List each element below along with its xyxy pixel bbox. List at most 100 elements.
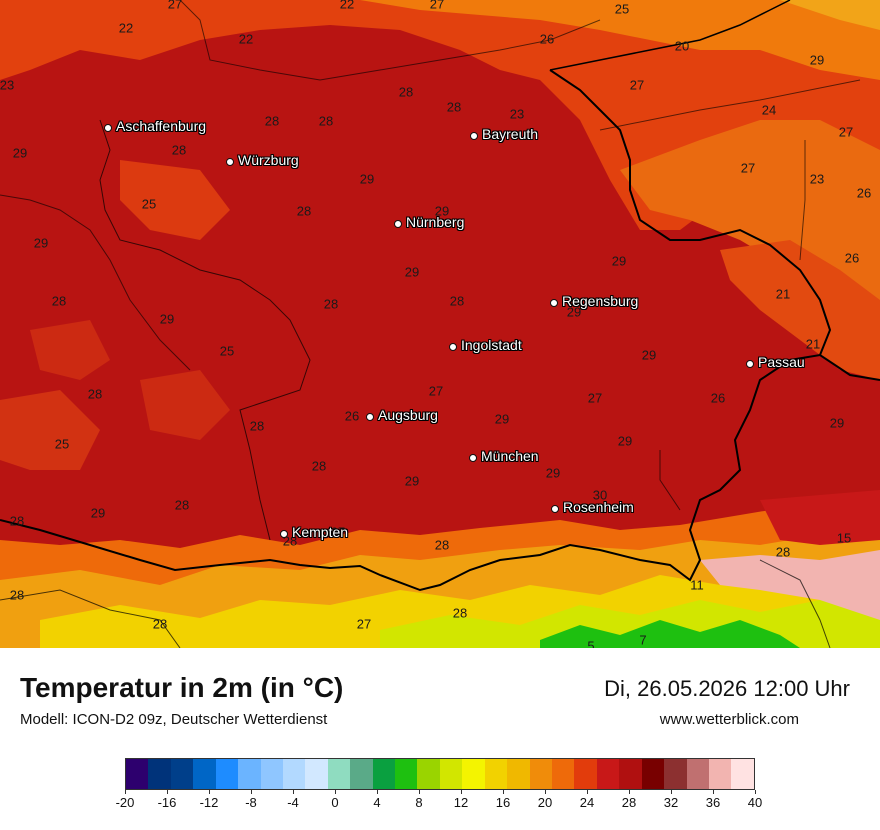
temperature-value: 28 — [446, 99, 462, 115]
city-dot-icon — [394, 220, 402, 228]
legend-tick-label: 24 — [579, 795, 595, 810]
legend-swatch — [686, 759, 709, 789]
legend-tick-label: 28 — [621, 795, 637, 810]
temperature-map[interactable]: 27 22 27 25 22 22 26 20 29 23 27 28 28 23 24 28 28 27 29 28… — [0, 0, 880, 648]
temperature-value: 27 — [356, 616, 372, 632]
temperature-value: 28 — [318, 113, 334, 129]
temperature-value: 28 — [87, 386, 103, 402]
legend-swatch — [305, 759, 328, 789]
legend-tick-label: 0 — [331, 795, 339, 810]
temperature-value: 28 — [264, 113, 280, 129]
temperature-value: 29 — [159, 311, 175, 327]
legend-tick-label: -12 — [199, 795, 219, 810]
city-dot-icon — [449, 343, 457, 351]
legend-swatch — [238, 759, 261, 789]
temperature-value: 29 — [404, 473, 420, 489]
city-label: Aschaffenburg — [116, 118, 207, 134]
legend-tick-label: 8 — [415, 795, 423, 810]
city-dot-icon — [469, 454, 477, 462]
temperature-value: 25 — [219, 343, 235, 359]
temperature-value: 29 — [12, 145, 28, 161]
temperature-value: 27 — [587, 390, 603, 406]
temperature-value: 20 — [674, 38, 690, 54]
city-dot-icon — [366, 413, 374, 421]
legend-swatch — [193, 759, 216, 789]
temperature-value: 28 — [434, 537, 450, 553]
legend-tick-label: 36 — [705, 795, 721, 810]
temperature-value: 21 — [805, 336, 821, 352]
temperature-value: 29 — [829, 415, 845, 431]
legend-swatch — [327, 759, 351, 789]
temperature-value: 28 — [152, 616, 168, 632]
temperature-value: 29 — [809, 52, 825, 68]
legend-swatch — [731, 759, 754, 789]
legend-tick-mark — [629, 790, 630, 794]
temperature-value: 21 — [775, 286, 791, 302]
legend-tick-label: 40 — [747, 795, 763, 810]
temperature-value: 28 — [9, 513, 25, 529]
website-link[interactable]: www.wetterblick.com — [659, 711, 799, 728]
temperature-value: 30 — [592, 487, 608, 503]
legend-swatch — [596, 759, 620, 789]
temperature-value: 28 — [171, 142, 187, 158]
legend-tick-mark — [377, 790, 378, 794]
city-label: Rosenheim — [563, 499, 634, 515]
temperature-value: 5 — [587, 638, 595, 649]
legend-tick-mark — [419, 790, 420, 794]
legend-swatch — [484, 759, 508, 789]
city-label: Passau — [758, 354, 805, 370]
temperature-value: 27 — [629, 77, 645, 93]
city-label: Augsburg — [378, 407, 438, 423]
temperature-value: 29 — [33, 235, 49, 251]
city-label: Würzburg — [238, 152, 299, 168]
legend-swatch — [350, 759, 373, 789]
temperature-value: 23 — [509, 106, 525, 122]
temperature-value: 22 — [238, 31, 254, 47]
temperature-value: 28 — [398, 84, 414, 100]
legend-swatch — [215, 759, 239, 789]
temperature-value: 29 — [494, 411, 510, 427]
legend-swatch — [417, 759, 440, 789]
temperature-value: 28 — [9, 587, 25, 603]
temperature-value: 27 — [838, 124, 854, 140]
city-dot-icon — [470, 132, 478, 140]
legend-swatch — [282, 759, 306, 789]
temperature-value: 22 — [339, 0, 355, 12]
temperature-value: 25 — [141, 196, 157, 212]
temperature-value: 26 — [539, 31, 555, 47]
city-dot-icon — [226, 158, 234, 166]
legend-swatch — [148, 759, 171, 789]
temperature-value: 26 — [844, 250, 860, 266]
city-label: Regensburg — [562, 293, 639, 309]
temperature-value: 28 — [296, 203, 312, 219]
legend-tick-mark — [251, 790, 252, 794]
legend-swatch — [641, 759, 665, 789]
temperature-value: 28 — [449, 293, 465, 309]
temperature-value: 28 — [323, 296, 339, 312]
temperature-value: 27 — [167, 0, 183, 12]
legend-tick-mark — [293, 790, 294, 794]
legend-swatch — [574, 759, 597, 789]
temperature-value: 27 — [740, 160, 756, 176]
legend-swatch — [529, 759, 553, 789]
legend-tick-mark — [461, 790, 462, 794]
temperature-value: 29 — [404, 264, 420, 280]
temperature-value: 27 — [330, 524, 346, 540]
legend-tick-mark — [167, 790, 168, 794]
temperature-value: 24 — [761, 102, 777, 118]
legend-tick-label: 4 — [373, 795, 381, 810]
legend-swatch — [372, 759, 396, 789]
city-label: Kempten — [292, 524, 349, 540]
temperature-value: 29 — [611, 253, 627, 269]
city-label: Ingolstadt — [461, 337, 522, 353]
legend-tick-mark — [335, 790, 336, 794]
map-title: Temperatur in 2m (in °C) — [20, 672, 344, 703]
legend-tick-mark — [713, 790, 714, 794]
legend-tick-mark — [587, 790, 588, 794]
color-legend — [125, 758, 755, 790]
temperature-value: 28 — [452, 605, 468, 621]
valid-datetime: Di, 26.05.2026 12:00 Uhr — [604, 676, 850, 701]
temperature-value: 28 — [775, 544, 791, 560]
legend-tick-label: -16 — [157, 795, 177, 810]
temperature-value: 29 — [90, 505, 106, 521]
